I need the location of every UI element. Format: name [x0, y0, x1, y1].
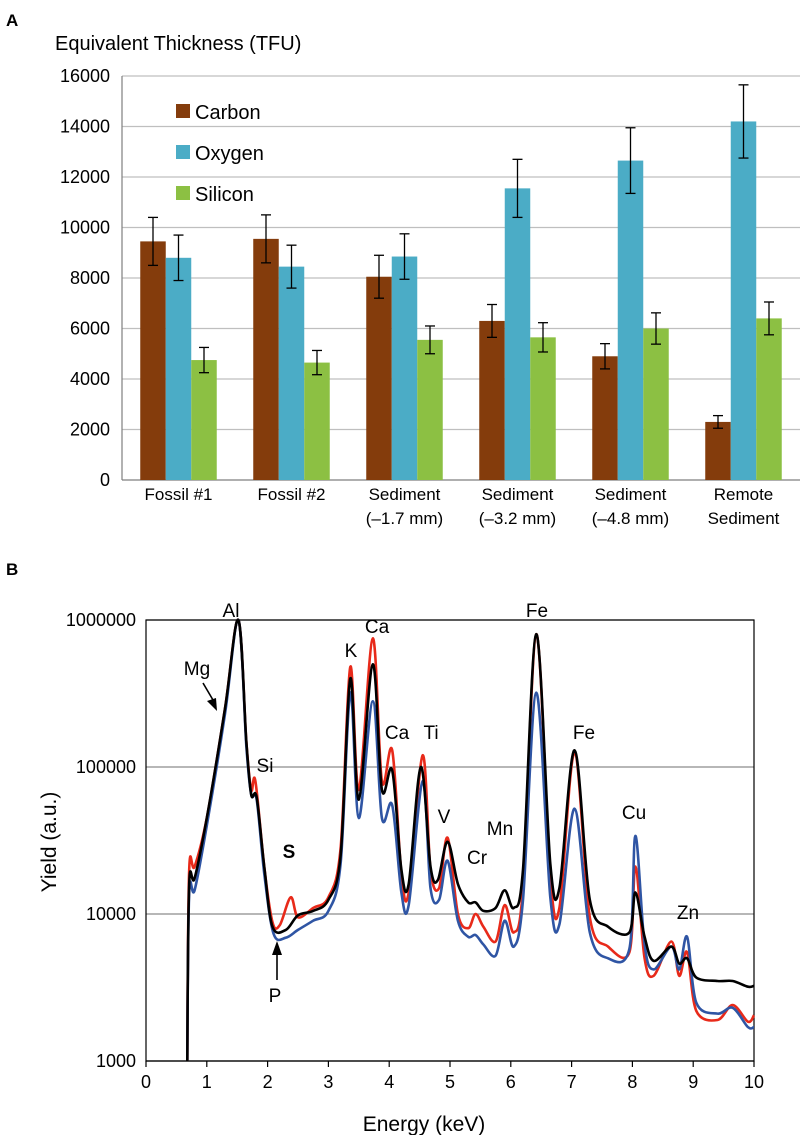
chart-a-y-tick: 14000: [60, 117, 110, 137]
peak-label: Ca: [385, 723, 410, 744]
category-label: Fossil #2: [257, 485, 325, 504]
chart-a-legend: Carbon Oxygen Silicon: [176, 102, 264, 206]
chart-b-x-tick: 1: [202, 1072, 212, 1092]
bar-silicon: [304, 362, 330, 480]
legend-swatch-oxygen: [176, 145, 190, 159]
bar-silicon: [417, 339, 443, 480]
chart-a-bars: [140, 84, 782, 481]
bar-carbon: [366, 276, 392, 480]
peak-label: Ca: [365, 617, 390, 638]
chart-a-title: Equivalent Thickness (TFU): [55, 33, 301, 55]
bar-oxygen: [617, 160, 644, 480]
legend-label-silicon: Silicon: [195, 184, 254, 206]
chart-b-x-tick: 9: [688, 1072, 698, 1092]
peak-label: Ti: [423, 723, 438, 744]
legend-swatch-silicon: [176, 186, 190, 200]
spectrum-line: [186, 618, 755, 1062]
p-arrow-head: [272, 941, 282, 955]
panel-b-letter: B: [6, 560, 18, 579]
chart-b-series-lines: [186, 618, 756, 1062]
chart-a-y-tick: 2000: [70, 420, 110, 440]
category-label: (–4.8 mm): [592, 509, 669, 528]
category-label: Fossil #1: [144, 485, 212, 504]
chart-a-y-tick: 6000: [70, 319, 110, 339]
chart-b-x-tick: 2: [263, 1072, 273, 1092]
bar-silicon: [643, 328, 669, 480]
peak-label: Zn: [677, 903, 699, 924]
bar-oxygen: [165, 257, 192, 480]
chart-b-gridlines: [145, 619, 755, 1067]
peak-label: Cu: [622, 803, 646, 824]
chart-a-y-tick: 0: [100, 470, 110, 490]
peak-label: Al: [223, 601, 240, 622]
chart-b-x-tick: 8: [627, 1072, 637, 1092]
chart-b-peak-annotations: Al Mg Si S P K Ca Ca Ti V Cr Mn Fe Fe Cu Zn: [184, 601, 699, 1007]
peak-label: V: [438, 807, 451, 828]
bar-carbon: [253, 238, 279, 480]
chart-a-y-tick: 10000: [60, 218, 110, 238]
chart-b-y-tick: 100000: [76, 757, 136, 777]
category-label: (–1.7 mm): [366, 509, 443, 528]
panel-a-letter: A: [6, 11, 18, 30]
category-label: Sediment: [708, 509, 780, 528]
chart-b-frame: [145, 619, 755, 1062]
category-label: (–3.2 mm): [479, 509, 556, 528]
legend-label-carbon: Carbon: [195, 102, 261, 124]
chart-a-y-tick: 12000: [60, 167, 110, 187]
chart-b-tick-labels: 1000 10000 100000 1000000 0 1 2 3 4 5 6 7 8 9 10: [66, 610, 764, 1092]
peak-label: Cr: [467, 848, 488, 869]
bar-silicon: [530, 337, 556, 480]
chart-b-x-tick: 0: [141, 1072, 151, 1092]
peak-label: Si: [257, 756, 274, 777]
peak-label: P: [269, 986, 282, 1007]
chart-b-x-tick: 5: [445, 1072, 455, 1092]
chart-b-y-tick: 10000: [86, 904, 136, 924]
mg-arrow-line: [202, 682, 214, 701]
bar-carbon: [140, 241, 166, 480]
chart-a-y-tick: 8000: [70, 268, 110, 288]
category-label: Sediment: [369, 485, 441, 504]
bar-carbon: [705, 421, 731, 480]
chart-b-x-tick: 10: [744, 1072, 764, 1092]
legend-label-oxygen: Oxygen: [195, 143, 264, 165]
chart-b-x-axis-label: Energy (keV): [363, 1113, 486, 1135]
chart-a-y-tick-labels: 0 2000 4000 6000 8000 10000 12000 14000 16000: [60, 66, 110, 490]
bar-oxygen: [391, 256, 418, 480]
chart-b-x-tick: 7: [567, 1072, 577, 1092]
peak-label: K: [345, 641, 358, 662]
peak-label: Fe: [573, 723, 595, 744]
chart-b-x-tick: 6: [506, 1072, 516, 1092]
bar-oxygen: [278, 266, 305, 480]
peak-label: S: [283, 842, 296, 863]
chart-b-x-tick: 4: [384, 1072, 394, 1092]
category-label: Sediment: [595, 485, 667, 504]
chart-b-y-axis-label: Yield (a.u.): [38, 792, 61, 893]
chart-a-y-tick: 4000: [70, 369, 110, 389]
bar-oxygen: [730, 121, 757, 480]
chart-b-x-tick: 3: [323, 1072, 333, 1092]
bar-oxygen: [504, 188, 531, 481]
bar-carbon: [592, 356, 618, 480]
peak-label: Mg: [184, 659, 210, 680]
bar-silicon: [756, 318, 782, 480]
chart-a-y-tick: 16000: [60, 66, 110, 86]
peak-label: Fe: [526, 601, 548, 622]
mg-arrow-head: [207, 698, 217, 711]
peak-label: Mn: [487, 819, 513, 840]
chart-b-y-tick: 1000: [96, 1051, 136, 1071]
category-label: Sediment: [482, 485, 554, 504]
chart-b-y-tick: 1000000: [66, 610, 136, 630]
legend-swatch-carbon: [176, 104, 190, 118]
category-label: Remote: [714, 485, 774, 504]
bar-carbon: [479, 320, 505, 480]
chart-a-category-labels: Fossil #1 Fossil #2 Sediment (–1.7 mm) Sedim…: [144, 485, 779, 528]
chart-a-gridlines: [121, 75, 800, 481]
bar-silicon: [191, 360, 217, 480]
